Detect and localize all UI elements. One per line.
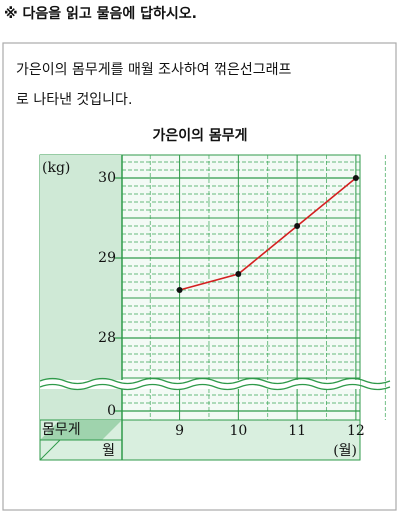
x-tick-label: 11 [288,423,306,439]
column-header: 월 [102,443,115,459]
x-tick-label: 12 [347,423,365,439]
series-line [179,177,357,291]
data-point [294,223,301,229]
diagonal [39,439,61,461]
y-tick-label: 30 [98,170,116,186]
question-box [2,42,397,511]
x-tick-label: 9 [175,423,184,439]
x-tick-label: 10 [229,423,247,439]
break-line [39,383,391,391]
instruction: ※ 다음을 읽고 물음에 답하시오. [4,5,197,22]
break-line [39,377,391,385]
y-label: (kg) [42,160,70,176]
label-column [40,155,122,420]
data-point [352,175,359,181]
data-point [235,271,242,277]
y-tick-label: 29 [98,250,116,266]
row-header: 몸무게 [42,422,81,438]
header-cell [40,420,122,440]
y-tick-label: 28 [98,330,116,346]
data-point [176,287,183,293]
question-line: 로 나타낸 것입니다. [16,92,132,108]
question-line: 가은이의 몸무게를 매월 조사하여 꺾은선그래프 [16,62,292,78]
x-label: (월) [333,443,357,459]
chart-title: 가은이의 몸무게 [152,127,247,144]
y-tick-label: 0 [107,403,116,419]
